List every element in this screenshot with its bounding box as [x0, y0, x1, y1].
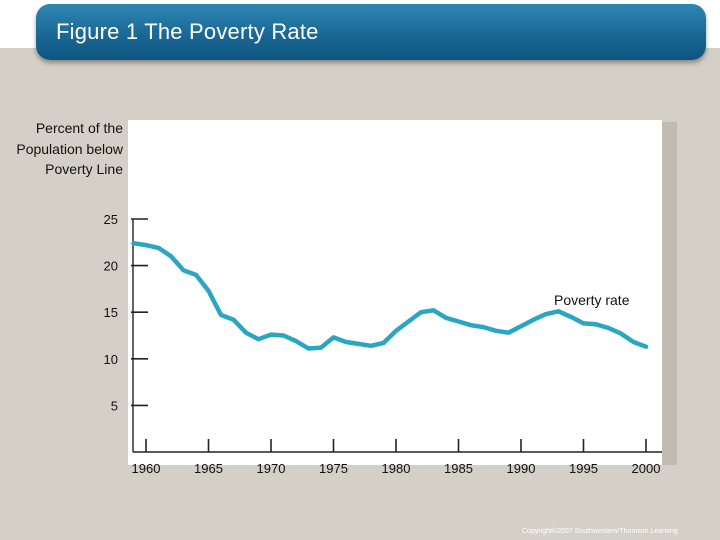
x-tick-label: 1970	[257, 461, 286, 476]
x-tick-label: 1975	[319, 461, 348, 476]
series-label-poverty-rate: Poverty rate	[554, 292, 630, 308]
x-axis: 1960 1965 1970 1975 1980 1985 1990 1995 2000	[132, 439, 662, 476]
copyright-notice: Copyright©2007 Southwestern/Thomson Lear…	[522, 528, 678, 535]
plot-shadow	[661, 122, 677, 465]
x-tick-label: 1995	[569, 461, 598, 476]
x-tick-label: 1965	[194, 461, 223, 476]
x-tick-label: 1990	[507, 461, 536, 476]
title-banner: Figure 1 The Poverty Rate	[36, 4, 706, 60]
slide-title: Figure 1 The Poverty Rate	[56, 19, 319, 44]
y-axis: 5 10 15 20 25	[104, 212, 148, 452]
y-tick-label: 20	[104, 259, 118, 274]
y-tick-label: 10	[104, 352, 118, 367]
y-axis-title: Percent of the Population below Poverty …	[16, 120, 123, 177]
series-line-poverty-rate	[131, 240, 649, 351]
x-tick-label: 2000	[632, 461, 661, 476]
x-tick-label: 1980	[382, 461, 411, 476]
y-tick-label: 15	[104, 305, 118, 320]
y-tick-label: 5	[111, 398, 118, 413]
y-tick-label: 25	[104, 212, 118, 227]
x-tick-label: 1960	[132, 461, 161, 476]
plot-area	[128, 120, 662, 465]
x-tick-label: 1985	[444, 461, 473, 476]
